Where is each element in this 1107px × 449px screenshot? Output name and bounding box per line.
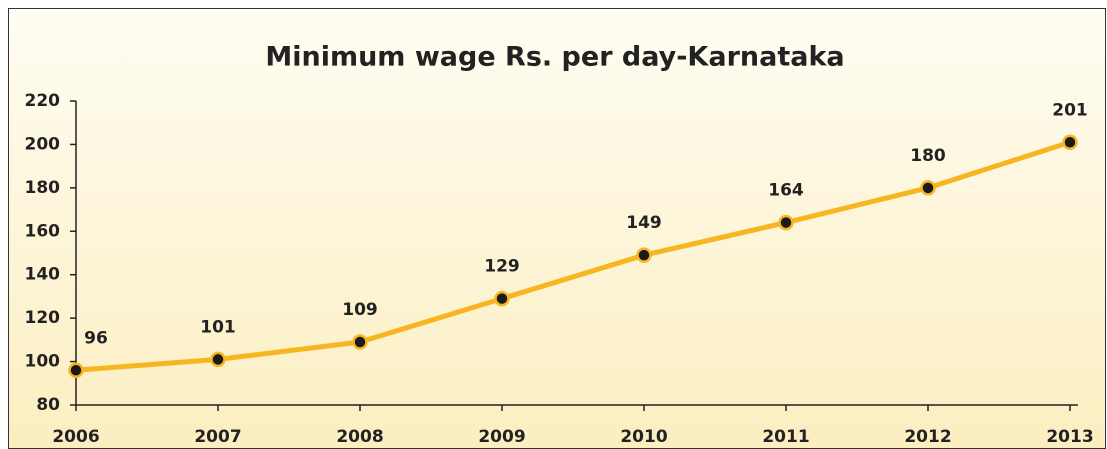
y-tick-label: 200 [25, 134, 61, 154]
line [75, 139, 1071, 373]
point [636, 247, 652, 263]
y-tick-label: 160 [25, 221, 61, 241]
y-tick-label: 120 [25, 308, 61, 328]
data-label: 164 [768, 181, 804, 201]
chart-title: Minimum wage Rs. per day-Karnataka [265, 42, 844, 73]
point [778, 214, 794, 231]
point [352, 334, 368, 350]
y-tick-label: 220 [25, 91, 61, 111]
data-label: 129 [484, 257, 520, 277]
x-tick-label: 2013 [1046, 427, 1093, 447]
point [494, 290, 510, 307]
data-label: 109 [342, 300, 378, 320]
x-tick-label: 2006 [52, 427, 99, 447]
y-tick-label: 140 [25, 265, 61, 285]
point [210, 351, 226, 368]
data-label: 149 [626, 213, 662, 233]
y-tick-label: 100 [25, 352, 61, 372]
x-tick-label: 2009 [478, 427, 525, 447]
y-tick-label: 180 [25, 178, 61, 198]
y-tick-label: 80 [36, 395, 60, 415]
data-label: 201 [1052, 100, 1088, 120]
point [68, 362, 84, 379]
data-label: 101 [200, 317, 236, 337]
point [920, 180, 936, 196]
chart-background [8, 8, 1106, 449]
x-tick-label: 2010 [620, 427, 667, 447]
x-tick-label: 2012 [904, 427, 951, 447]
x-tick-label: 2007 [194, 427, 241, 447]
x-tick-label: 2008 [336, 427, 383, 447]
data-label: 96 [84, 328, 108, 348]
x-tick-label: 2011 [762, 427, 809, 447]
data-label: 180 [910, 146, 946, 166]
point [1062, 134, 1078, 151]
